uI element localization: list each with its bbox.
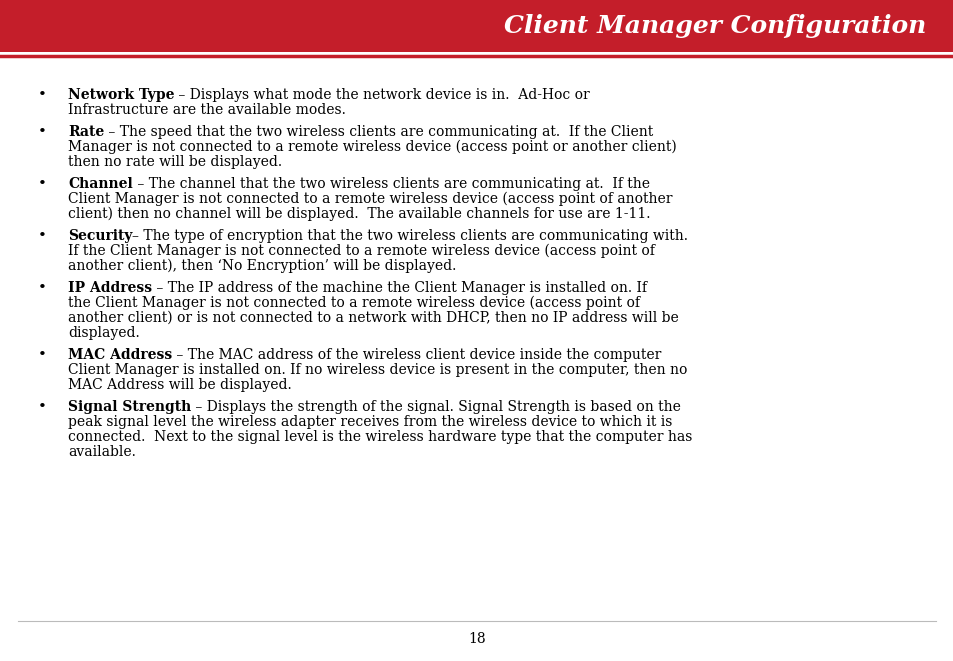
Text: displayed.: displayed. [68, 326, 139, 340]
Text: •: • [38, 88, 47, 102]
Text: another client) or is not connected to a network with DHCP, then no IP address w: another client) or is not connected to a… [68, 311, 678, 325]
Text: another client), then ‘No Encryption’ will be displayed.: another client), then ‘No Encryption’ wi… [68, 259, 456, 274]
Text: •: • [38, 125, 47, 139]
Text: – The MAC address of the wireless client device inside the computer: – The MAC address of the wireless client… [172, 348, 661, 362]
Text: •: • [38, 348, 47, 362]
Text: •: • [38, 281, 47, 295]
Text: Signal Strength: Signal Strength [68, 400, 191, 414]
Text: 18: 18 [468, 632, 485, 646]
Text: If the Client Manager is not connected to a remote wireless device (access point: If the Client Manager is not connected t… [68, 244, 654, 258]
Text: connected.  Next to the signal level is the wireless hardware type that the comp: connected. Next to the signal level is t… [68, 430, 692, 444]
Text: Client Manager is not connected to a remote wireless device (access point of ano: Client Manager is not connected to a rem… [68, 192, 672, 206]
Text: client) then no channel will be displayed.  The available channels for use are 1: client) then no channel will be displaye… [68, 207, 650, 221]
Text: MAC Address: MAC Address [68, 348, 172, 362]
Text: available.: available. [68, 445, 135, 459]
Text: – Displays what mode the network device is in.  Ad-Hoc or: – Displays what mode the network device … [174, 88, 590, 102]
Text: – Displays the strength of the signal. Signal Strength is based on the: – Displays the strength of the signal. S… [191, 400, 680, 414]
Text: the Client Manager is not connected to a remote wireless device (access point of: the Client Manager is not connected to a… [68, 296, 639, 311]
Text: Network Type: Network Type [68, 88, 174, 102]
Text: MAC Address will be displayed.: MAC Address will be displayed. [68, 378, 292, 392]
Text: Client Manager is installed on. If no wireless device is present in the computer: Client Manager is installed on. If no wi… [68, 363, 687, 377]
Text: Manager is not connected to a remote wireless device (access point or another cl: Manager is not connected to a remote wir… [68, 140, 676, 155]
Text: Client Manager Configuration: Client Manager Configuration [503, 14, 925, 38]
Text: Security: Security [68, 229, 132, 243]
Text: •: • [38, 177, 47, 191]
Text: – The speed that the two wireless clients are communicating at.  If the Client: – The speed that the two wireless client… [104, 125, 653, 139]
Text: IP Address: IP Address [68, 281, 152, 295]
Text: Rate: Rate [68, 125, 104, 139]
Bar [0, 0, 953, 52]
Text: •: • [38, 229, 47, 243]
Text: peak signal level the wireless adapter receives from the wireless device to whic: peak signal level the wireless adapter r… [68, 415, 672, 429]
Text: •: • [38, 400, 47, 414]
Text: – The type of encryption that the two wireless clients are communicating with.: – The type of encryption that the two wi… [132, 229, 688, 243]
Text: Infrastructure are the available modes.: Infrastructure are the available modes. [68, 103, 346, 117]
Text: – The channel that the two wireless clients are communicating at.  If the: – The channel that the two wireless clie… [132, 177, 649, 191]
Text: Channel: Channel [68, 177, 132, 191]
Text: – The IP address of the machine the Client Manager is installed on. If: – The IP address of the machine the Clie… [152, 281, 646, 295]
Text: then no rate will be displayed.: then no rate will be displayed. [68, 155, 282, 169]
